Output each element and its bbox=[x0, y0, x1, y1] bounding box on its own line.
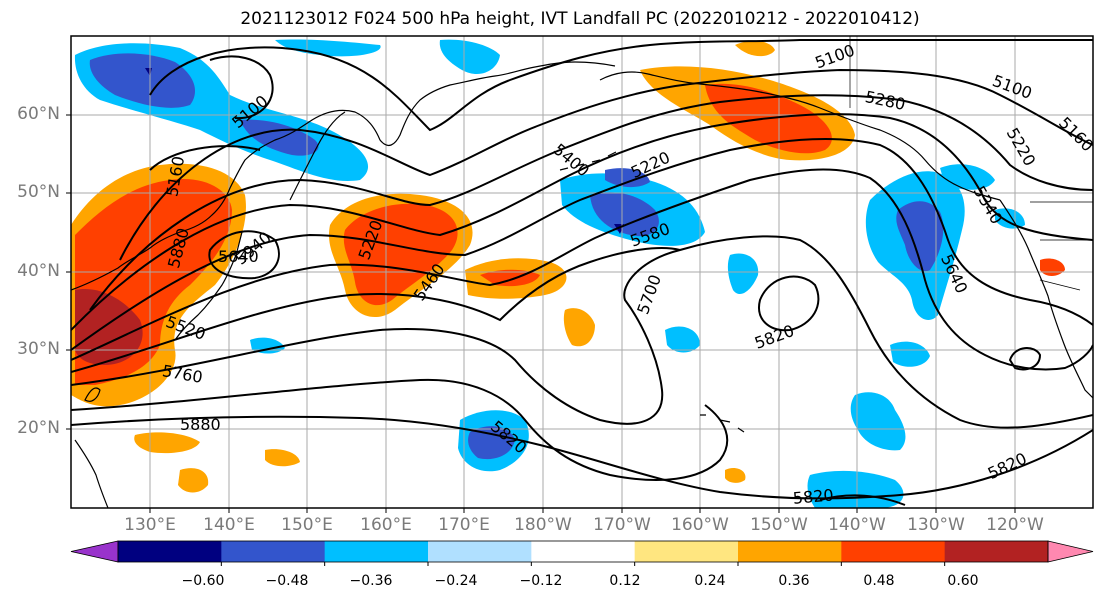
taiwan-coastline bbox=[84, 387, 101, 402]
lat-label-50n: 50°N bbox=[17, 182, 60, 202]
colorbar-label-036: 0.36 bbox=[778, 573, 810, 589]
colorbar-segment bbox=[324, 541, 429, 562]
lon-label-170w: 170°W bbox=[593, 515, 651, 535]
aleutian-chain bbox=[559, 151, 617, 171]
colorbar bbox=[70, 540, 1094, 566]
colorbar-label-048: 0.48 bbox=[863, 573, 895, 589]
kamchatka-coastline bbox=[289, 111, 346, 201]
colorbar-label-024: 0.24 bbox=[694, 573, 726, 589]
lon-label-140w: 140°W bbox=[828, 515, 886, 535]
lon-label-130e: 130°E bbox=[124, 515, 176, 535]
alaska-coastline bbox=[599, 71, 1001, 201]
gridlines bbox=[71, 36, 1093, 508]
lon-label-150e: 150°E bbox=[281, 515, 333, 535]
hawaii-islands bbox=[700, 414, 745, 433]
lon-label-160e: 160°E bbox=[360, 515, 412, 535]
philippines-coastline bbox=[74, 439, 109, 508]
colorbar-segment bbox=[634, 541, 739, 562]
contour-label-5820-d: 5820 bbox=[792, 485, 834, 507]
height-contours bbox=[71, 39, 1093, 506]
lon-label-150w: 150°W bbox=[750, 515, 808, 535]
lon-label-170e: 170°E bbox=[438, 515, 490, 535]
lon-label-130w: 130°W bbox=[907, 515, 965, 535]
japan-coastline bbox=[174, 231, 243, 341]
lat-label-60n: 60°N bbox=[17, 104, 60, 124]
contour-label-5640-b: 5640 bbox=[218, 247, 259, 266]
colorbar-segment bbox=[841, 541, 946, 562]
lon-label-120w: 120°W bbox=[986, 515, 1044, 535]
lon-label-180w: 180°W bbox=[514, 515, 572, 535]
contour-label-5880: 5880 bbox=[180, 415, 221, 434]
colorbar-segment bbox=[428, 541, 532, 562]
colorbar-label-m012: −0.12 bbox=[519, 573, 563, 589]
colorbar-label-m048: −0.48 bbox=[265, 573, 309, 589]
colorbar-frame bbox=[117, 540, 1049, 563]
asia-coastline bbox=[71, 61, 616, 291]
axis-ticks bbox=[66, 114, 1016, 513]
colorbar-label-060: 0.60 bbox=[947, 573, 979, 589]
lon-label-140e: 140°E bbox=[203, 515, 255, 535]
colorbar-extend-max bbox=[1047, 540, 1094, 563]
colorbar-segment bbox=[531, 541, 636, 562]
colorbar-label-012: 0.12 bbox=[609, 573, 641, 589]
colorbar-segment bbox=[944, 541, 1049, 562]
colorbar-label-m060: −0.60 bbox=[181, 573, 225, 589]
lat-label-30n: 30°N bbox=[17, 339, 60, 359]
lat-label-40n: 40°N bbox=[17, 261, 60, 281]
colorbar-segment bbox=[221, 541, 326, 562]
lon-label-160w: 160°W bbox=[671, 515, 729, 535]
colorbar-label-m024: −0.24 bbox=[434, 573, 478, 589]
colorbar-segment bbox=[738, 541, 842, 562]
colorbar-extend-min bbox=[70, 540, 119, 563]
map-title: 2021123012 F024 500 hPa height, IVT Land… bbox=[240, 9, 920, 29]
coastlines bbox=[71, 61, 1093, 508]
lat-label-20n: 20°N bbox=[17, 418, 60, 438]
map-panel: 5100 5100 5100 5160 5160 5220 5220 5220 … bbox=[71, 36, 1093, 508]
colorbar-label-m036: −0.36 bbox=[349, 573, 393, 589]
colorbar-segment bbox=[118, 541, 222, 562]
north-america-west-coast bbox=[999, 199, 1093, 399]
